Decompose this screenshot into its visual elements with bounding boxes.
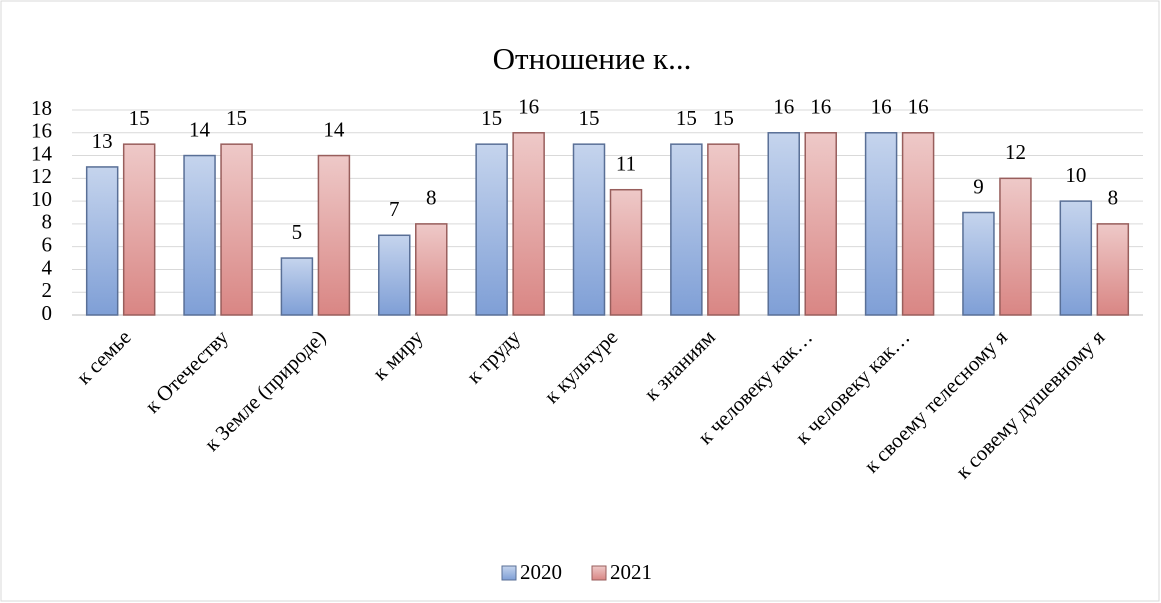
y-tick-label: 12 [31, 164, 52, 188]
value-label: 15 [226, 106, 247, 130]
y-tick-label: 0 [42, 301, 53, 325]
value-label: 11 [616, 152, 636, 176]
value-label: 14 [323, 117, 345, 141]
bar [475, 143, 508, 316]
value-label: 8 [1108, 186, 1119, 210]
bar [962, 211, 995, 316]
bar [864, 132, 898, 316]
value-label: 5 [292, 220, 303, 244]
value-label: 16 [810, 95, 831, 119]
y-tick-label: 14 [31, 141, 53, 165]
bar [220, 143, 253, 316]
bar [1096, 223, 1130, 316]
bar [804, 132, 837, 316]
bar [670, 143, 703, 316]
bar [999, 177, 1032, 316]
bar [572, 143, 606, 316]
y-tick-label: 6 [42, 232, 53, 256]
bar [512, 132, 545, 316]
bar [1059, 200, 1093, 316]
bar [767, 132, 800, 316]
value-label: 16 [871, 95, 892, 119]
chart-title: Отношение к... [493, 41, 692, 76]
value-label: 8 [426, 186, 437, 210]
bar [707, 143, 740, 316]
legend-swatch [591, 565, 607, 581]
value-label: 10 [1065, 163, 1086, 187]
value-label: 15 [713, 106, 734, 130]
value-label: 15 [579, 106, 600, 130]
value-label: 15 [129, 106, 150, 130]
bar [85, 166, 119, 316]
value-label: 9 [973, 174, 984, 198]
legend-swatch [501, 565, 517, 581]
y-tick-label: 16 [31, 119, 52, 143]
y-tick-label: 18 [31, 96, 52, 120]
value-label: 14 [189, 117, 211, 141]
value-label: 16 [773, 95, 794, 119]
y-tick-label: 8 [42, 210, 53, 234]
bar [901, 132, 935, 316]
y-tick-label: 2 [42, 278, 53, 302]
bar [378, 234, 411, 316]
bar [183, 154, 216, 316]
value-label: 15 [481, 106, 502, 130]
value-label: 15 [676, 106, 697, 130]
legend-label: 2020 [520, 560, 562, 584]
value-label: 13 [92, 129, 113, 153]
bar [280, 257, 314, 316]
y-tick-label: 10 [31, 187, 52, 211]
bar [122, 143, 156, 316]
y-tick-label: 4 [42, 255, 53, 279]
bar [415, 223, 448, 316]
value-label: 12 [1005, 140, 1026, 164]
value-label: 16 [908, 95, 929, 119]
bar [317, 154, 351, 316]
value-label: 7 [389, 197, 400, 221]
value-label: 16 [518, 95, 539, 119]
bar [609, 188, 643, 316]
legend-label: 2021 [610, 560, 652, 584]
